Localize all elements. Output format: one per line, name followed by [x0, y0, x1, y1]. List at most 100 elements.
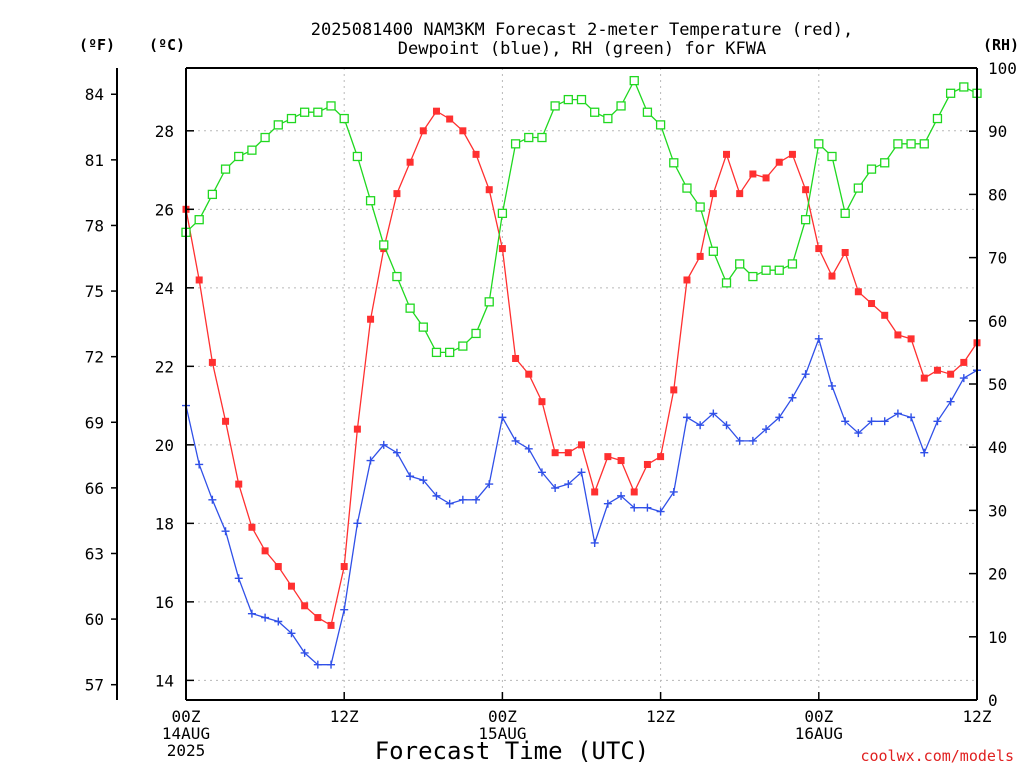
- rh-point: [735, 259, 745, 269]
- x-tick-label: 15AUG: [478, 724, 526, 743]
- fahrenheit-tick-label: 84: [85, 85, 104, 104]
- rh-point: [840, 208, 850, 219]
- rh-point: [260, 132, 270, 143]
- temperature-point: [208, 358, 216, 366]
- rh-point: [247, 145, 257, 155]
- rh-point: [603, 113, 613, 124]
- dewpoint-point: [472, 495, 481, 504]
- x-tick-label: 00Z: [172, 707, 201, 726]
- dewpoint-point: [577, 468, 586, 477]
- rh-point: [484, 297, 494, 307]
- dewpoint-point: [630, 503, 639, 512]
- temperature-point: [854, 288, 862, 296]
- temperature-point: [617, 457, 625, 465]
- dewpoint-point: [300, 648, 309, 657]
- dewpoint-point: [788, 393, 797, 402]
- dewpoint-point: [551, 484, 560, 493]
- dewpoint-point: [419, 476, 428, 485]
- rh-point: [458, 341, 468, 351]
- dewpoint-point: [801, 370, 810, 379]
- rh-point: [207, 189, 218, 200]
- dewpoint-point: [933, 417, 942, 426]
- temperature-point: [367, 315, 375, 323]
- temperature-point: [723, 150, 731, 158]
- temperature-point: [406, 158, 414, 166]
- fahrenheit-tick-label: 57: [85, 676, 104, 695]
- temperature-point: [762, 174, 770, 182]
- temperature-point: [485, 186, 493, 194]
- celsius-tick-label: 20: [155, 436, 174, 455]
- temperature-point: [498, 245, 506, 253]
- temperature-point: [696, 252, 704, 260]
- rh-point: [932, 113, 943, 124]
- dewpoint-point: [867, 417, 876, 426]
- x-tick-label: 14AUG: [162, 724, 210, 743]
- dewpoint-point: [511, 436, 520, 445]
- temperature-point: [591, 488, 599, 496]
- rh-unit-label: (RH): [983, 36, 1019, 54]
- celsius-tick-label: 28: [155, 122, 174, 141]
- dewpoint-point: [696, 421, 705, 430]
- dewpoint-point: [920, 448, 929, 457]
- x-tick-label: 12Z: [330, 707, 359, 726]
- dewpoint-point: [590, 538, 599, 547]
- celsius-tick-label: 14: [155, 671, 174, 690]
- rh-line: [185, 79, 978, 354]
- temperature-point: [235, 480, 243, 488]
- dewpoint-point: [445, 499, 454, 508]
- rh-point: [537, 132, 547, 143]
- temperature-point: [604, 453, 612, 461]
- rh-point: [827, 151, 837, 162]
- temperature-point: [393, 190, 401, 198]
- fahrenheit-tick-label: 60: [85, 610, 104, 629]
- dewpoint-point: [458, 495, 467, 504]
- rh-point: [563, 94, 573, 105]
- rh-point: [787, 259, 798, 269]
- dewpoint-point: [274, 617, 283, 626]
- temperature-point: [828, 272, 836, 280]
- temperature-point: [327, 621, 335, 629]
- rh-point: [748, 271, 758, 282]
- rh-point: [629, 75, 639, 86]
- temperature-point: [274, 563, 282, 571]
- fahrenheit-tick-label: 75: [85, 282, 104, 301]
- temperature-point: [630, 488, 638, 496]
- rh-point: [524, 132, 534, 143]
- temperature-point: [248, 523, 256, 531]
- temperature-point: [525, 370, 533, 378]
- dewpoint-point: [247, 609, 256, 618]
- rh-tick-label: 60: [988, 312, 1007, 331]
- temperature-point: [261, 547, 269, 555]
- dewpoint-point: [432, 491, 441, 500]
- celsius-tick-label: 18: [155, 514, 174, 533]
- series-layer: [181, 75, 982, 669]
- temperature-point: [670, 386, 678, 394]
- temperature-point: [472, 150, 480, 158]
- rh-tick-label: 70: [988, 249, 1007, 268]
- fahrenheit-tick-label: 69: [85, 413, 104, 432]
- dewpoint-point: [775, 413, 784, 422]
- dewpoint-point: [313, 660, 322, 669]
- temperature-point: [301, 602, 309, 610]
- rh-point: [445, 347, 455, 358]
- x-tick-label: 00Z: [804, 707, 833, 726]
- dewpoint-point: [762, 425, 771, 434]
- dewpoint-point: [208, 495, 217, 504]
- dewpoint-point: [221, 527, 230, 536]
- rh-point: [471, 328, 481, 339]
- dewpoint-point: [682, 413, 691, 422]
- dewpoint-point: [709, 409, 718, 418]
- rh-point: [313, 107, 323, 117]
- dewpoint-point: [722, 421, 731, 430]
- x-tick-label: 2025: [167, 741, 206, 760]
- temperature-point: [933, 366, 941, 374]
- fahrenheit-tick-label: 72: [85, 348, 104, 367]
- rh-point: [616, 101, 626, 111]
- fahrenheit-tick-label: 63: [85, 544, 104, 563]
- temperature-point: [881, 311, 889, 319]
- rh-point: [576, 94, 587, 105]
- rh-point: [326, 101, 336, 111]
- rh-point: [814, 139, 824, 149]
- temperature-point: [512, 354, 520, 362]
- temperature-point: [578, 441, 585, 449]
